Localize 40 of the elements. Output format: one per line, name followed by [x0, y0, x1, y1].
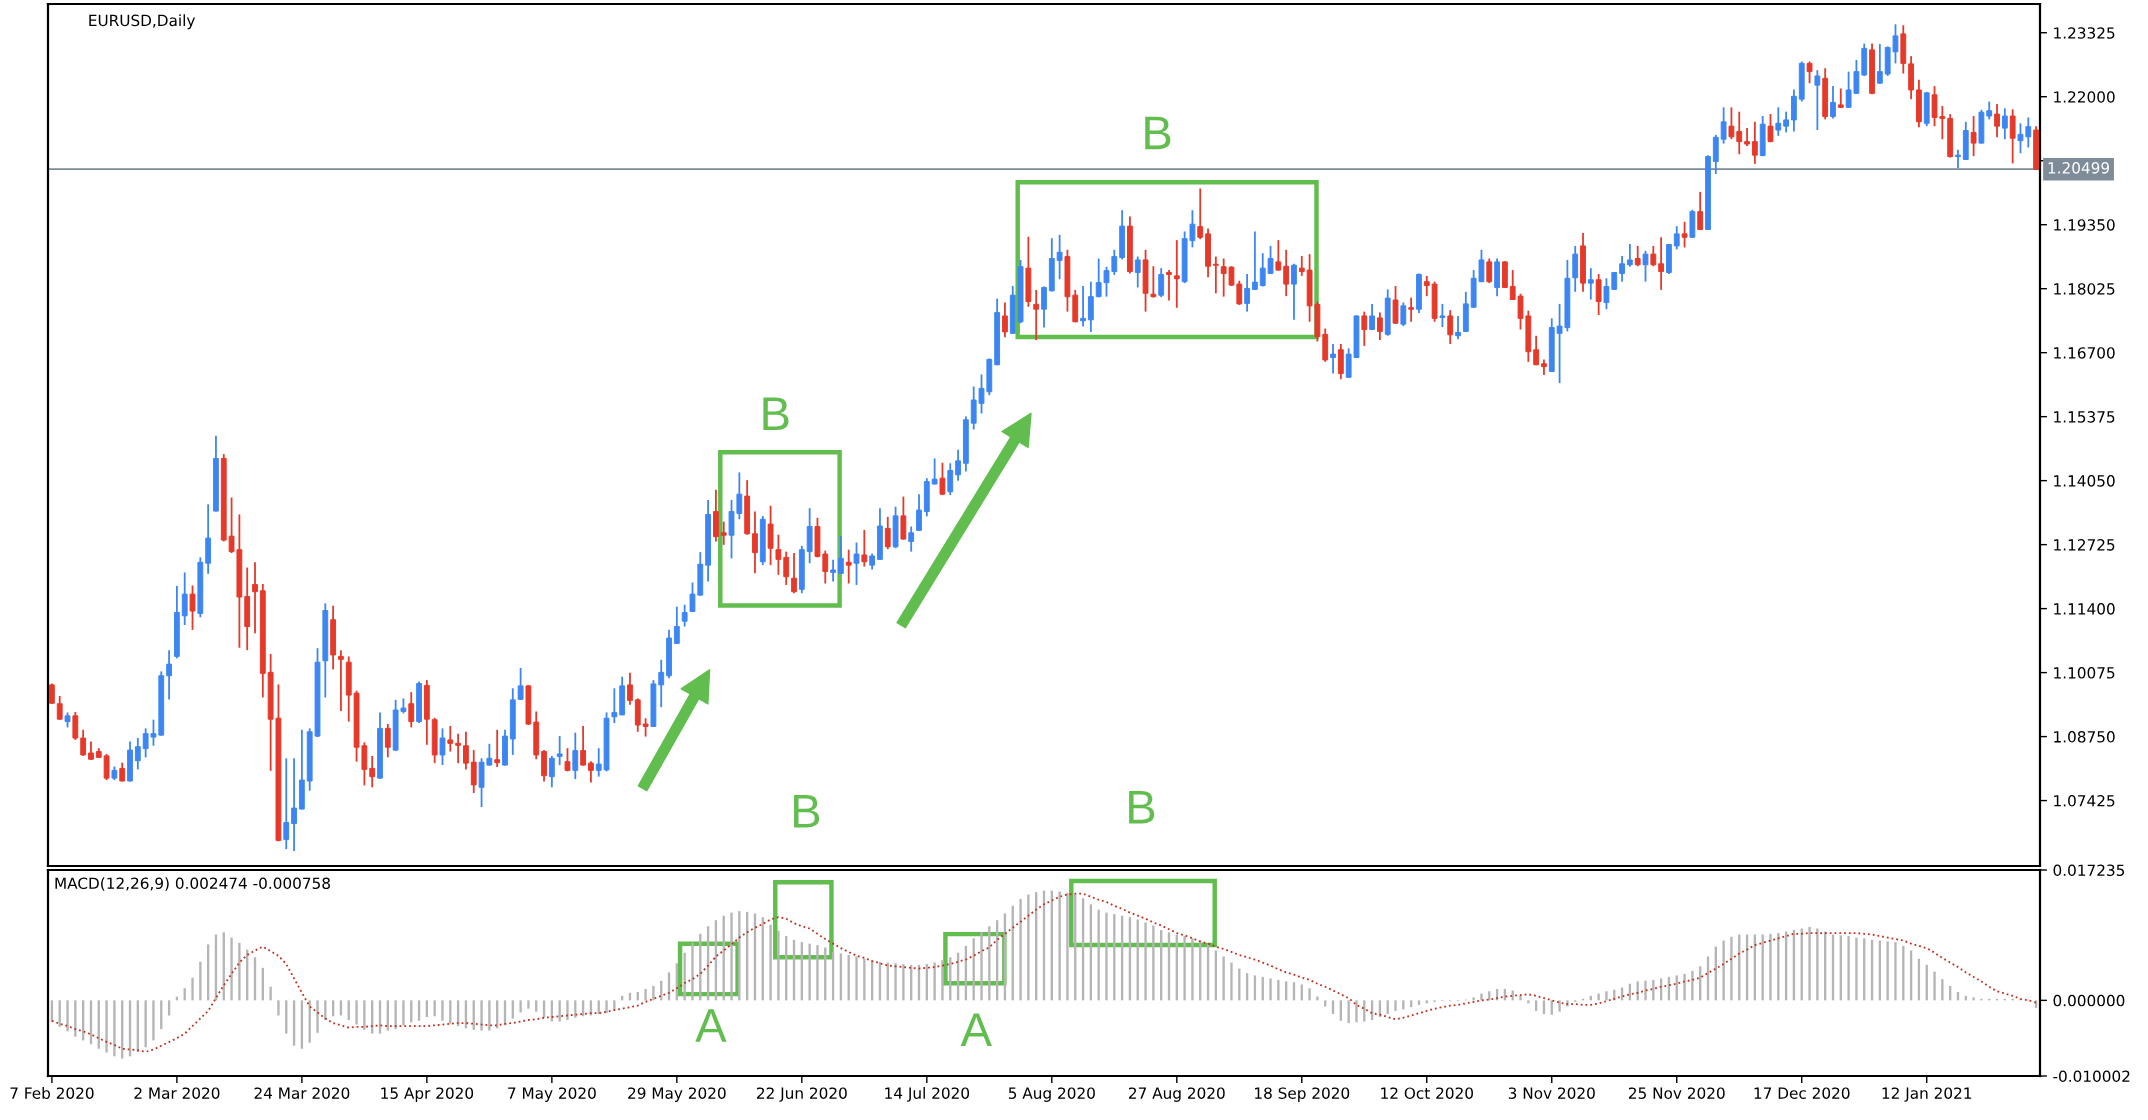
y-tick-label: 1.22000	[2054, 91, 2115, 103]
x-tick-label: 25 Nov 2020	[1628, 1087, 1725, 1099]
x-tick-label: 27 Aug 2020	[1128, 1087, 1225, 1102]
y-tick-label: 1.08750	[2054, 731, 2115, 743]
y-tick-label: 1.18025	[2054, 283, 2115, 295]
y-tick-label: 1.11400	[2054, 603, 2115, 615]
y-tick-label: 1.10075	[2054, 667, 2115, 679]
y-tick-label: 1.07425	[2054, 795, 2115, 807]
x-tick-label: 2 Mar 2020	[134, 1087, 220, 1099]
y-tick-label: 1.12725	[2054, 539, 2115, 551]
annotation: B	[1129, 790, 1155, 824]
y-tick-label: 1.16700	[2054, 347, 2115, 359]
y-tick-label: 1.19350	[2054, 219, 2115, 231]
y-tick-label: 0.000000	[2053, 994, 2125, 1007]
y-tick-label: 1.15375	[2054, 411, 2115, 423]
ref-line-label: 1.20499	[2048, 162, 2110, 174]
x-tick-label: 18 Sep 2020	[1255, 1087, 1350, 1102]
annotation: A	[960, 1013, 992, 1046]
x-tick-label: 7 May 2020	[508, 1087, 596, 1102]
annotation: B	[763, 397, 789, 431]
y-tick-label: 1.14050	[2054, 475, 2115, 487]
x-tick-label: 12 Oct 2020	[1381, 1087, 1473, 1099]
x-tick-label: 17 Dec 2020	[1754, 1087, 1850, 1099]
x-tick-label: 22 Jun 2020	[757, 1087, 847, 1102]
chart-title: MACD(12,26,9) 0.002474 -0.000758	[55, 877, 330, 891]
y-tick-label: 1.23325	[2054, 27, 2115, 39]
x-tick-label: 15 Apr 2020	[381, 1087, 474, 1102]
y-tick-label: -0.010002	[2053, 1070, 2130, 1083]
x-tick-label: 24 Mar 2020	[254, 1087, 350, 1099]
x-tick-label: 3 Nov 2020	[1508, 1087, 1595, 1099]
x-tick-label: 12 Jan 2021	[1882, 1087, 1972, 1102]
text: EURUSD,Daily	[89, 14, 195, 30]
y-tick-label: 0.017235	[2053, 864, 2125, 877]
annotation: B	[1145, 116, 1171, 150]
x-tick-label: 7 Feb 2020	[10, 1087, 94, 1099]
x-tick-label: 5 Aug 2020	[1008, 1087, 1095, 1102]
x-tick-label: 14 Jul 2020	[885, 1087, 970, 1102]
annotation: A	[695, 1009, 727, 1042]
annotation: B	[794, 795, 820, 828]
x-tick-label: 29 May 2020	[628, 1087, 726, 1102]
